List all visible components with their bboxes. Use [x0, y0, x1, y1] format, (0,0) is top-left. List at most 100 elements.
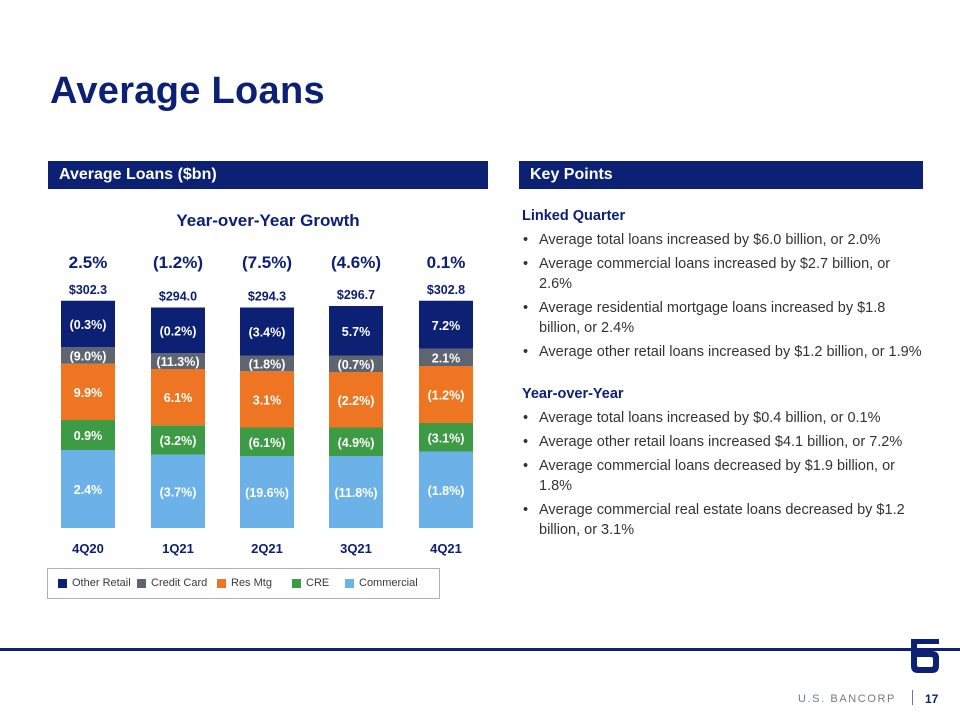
- bar-segment-commercial: [329, 456, 383, 528]
- yoy-growth-label: (1.2%): [153, 253, 203, 272]
- usbank-shield-icon: [911, 639, 939, 673]
- list-item: Average total loans increased by $6.0 bi…: [522, 230, 922, 250]
- data-label-res-mtg: (2.2%): [338, 394, 375, 408]
- bar-segment-commercial: [419, 451, 473, 528]
- bar-segment-credit-card: [61, 347, 115, 364]
- footer-divider: [0, 648, 960, 651]
- total-label: $294.0: [159, 290, 197, 304]
- total-label: $302.8: [427, 283, 465, 297]
- chart-legend: Other Retail Credit Card Res Mtg CRE Com…: [47, 568, 440, 599]
- data-label-credit-card: 2.1%: [432, 351, 461, 365]
- linked-quarter-heading: Linked Quarter: [522, 208, 626, 224]
- data-label-commercial: (1.8%): [428, 484, 465, 498]
- x-tick-label: 3Q21: [340, 541, 372, 556]
- data-label-credit-card: (9.0%): [70, 350, 107, 364]
- data-label-cre: 0.9%: [74, 429, 103, 443]
- bar-segment-cre: [61, 420, 115, 450]
- yoy-growth-label: 0.1%: [427, 253, 466, 272]
- bar-segment-commercial: [240, 456, 294, 528]
- data-label-commercial: 2.4%: [74, 483, 103, 497]
- bar-segment-commercial: [61, 450, 115, 528]
- yoy-growth-label: (7.5%): [242, 253, 292, 272]
- data-label-credit-card: (0.7%): [338, 358, 375, 372]
- bar-segment-res-mtg: [329, 372, 383, 428]
- legend-label-res-mtg: Res Mtg: [231, 577, 272, 589]
- list-item: Average other retail loans increased $4.…: [522, 432, 922, 452]
- bar-segment-credit-card: [329, 355, 383, 372]
- bar-segment-cre: [151, 425, 205, 455]
- year-over-year-heading: Year-over-Year: [522, 386, 624, 402]
- legend-swatch-commercial: [345, 578, 354, 588]
- data-label-credit-card: (1.8%): [249, 357, 286, 371]
- legend-item-credit-card: Credit Card: [137, 577, 207, 589]
- page-number: 17: [925, 692, 939, 706]
- bar-segment-credit-card: [240, 355, 294, 372]
- data-label-res-mtg: (1.2%): [428, 389, 465, 403]
- legend-item-res-mtg: Res Mtg: [217, 577, 272, 589]
- bar-segment-cre: [419, 423, 473, 452]
- bar-segment-other-retail: [61, 300, 115, 348]
- total-label: $294.3: [248, 290, 286, 304]
- data-label-other-retail: (0.3%): [70, 318, 107, 332]
- x-tick-label: 1Q21: [162, 541, 194, 556]
- bar-segment-res-mtg: [151, 369, 205, 426]
- data-label-res-mtg: 3.1%: [253, 393, 282, 407]
- bar-segment-res-mtg: [419, 366, 473, 423]
- list-item: Average commercial real estate loans dec…: [522, 500, 922, 540]
- yoy-growth-label: (4.6%): [331, 253, 381, 272]
- total-label: $302.3: [69, 283, 107, 297]
- yoy-growth-label: 2.5%: [69, 253, 108, 272]
- legend-item-other-retail: Other Retail: [58, 577, 131, 589]
- list-item: Average other retail loans increased by …: [522, 342, 922, 362]
- data-label-res-mtg: 6.1%: [164, 391, 193, 405]
- chart-title: Year-over-Year Growth: [176, 211, 359, 230]
- total-label: $296.7: [337, 288, 375, 302]
- legend-label-credit-card: Credit Card: [151, 577, 208, 589]
- bar-segment-cre: [329, 427, 383, 456]
- bar-segment-credit-card: [151, 353, 205, 369]
- data-label-other-retail: 5.7%: [342, 325, 371, 339]
- key-points-header: Key Points: [519, 161, 923, 189]
- list-item: Average total loans increased by $0.4 bi…: [522, 408, 922, 428]
- data-label-cre: (3.1%): [428, 431, 465, 445]
- bar-segment-other-retail: [419, 300, 473, 349]
- list-item: Average residential mortgage loans incre…: [522, 298, 922, 338]
- bar-segment-cre: [240, 427, 294, 456]
- data-label-cre: (3.2%): [160, 434, 197, 448]
- data-label-res-mtg: 9.9%: [74, 386, 103, 400]
- legend-swatch-res-mtg: [217, 578, 226, 588]
- bar-segment-other-retail: [151, 307, 205, 354]
- bar-segment-commercial: [151, 454, 205, 528]
- legend-item-commercial: Commercial: [345, 577, 418, 589]
- year-over-year-list: Average total loans increased by $0.4 bi…: [522, 408, 922, 540]
- key-points-panel: Linked Quarter Average total loans incre…: [522, 206, 922, 544]
- list-item: Average commercial loans decreased by $1…: [522, 456, 922, 496]
- legend-label-other-retail: Other Retail: [72, 577, 131, 589]
- data-label-other-retail: 7.2%: [432, 319, 461, 333]
- bar-segment-credit-card: [419, 348, 473, 366]
- footer-separator: [912, 690, 913, 705]
- bar-segment-other-retail: [240, 307, 294, 356]
- data-label-other-retail: (0.2%): [160, 324, 197, 338]
- legend-swatch-credit-card: [137, 578, 146, 588]
- data-label-commercial: (19.6%): [245, 486, 289, 500]
- legend-swatch-cre: [292, 578, 301, 588]
- data-label-credit-card: (11.3%): [156, 355, 199, 369]
- data-label-other-retail: (3.4%): [249, 326, 286, 340]
- legend-item-cre: CRE: [292, 577, 329, 589]
- bar-segment-other-retail: [329, 306, 383, 356]
- legend-label-cre: CRE: [306, 577, 330, 589]
- x-tick-label: 4Q21: [430, 541, 462, 556]
- brand-name: U.S. BANCORP: [797, 693, 896, 705]
- x-tick-label: 2Q21: [251, 541, 283, 556]
- list-item: Average commercial loans increased by $2…: [522, 254, 922, 294]
- legend-label-commercial: Commercial: [359, 577, 418, 589]
- data-label-commercial: (11.8%): [334, 486, 377, 500]
- chart-header: Average Loans ($bn): [48, 161, 488, 189]
- legend-swatch-other-retail: [58, 578, 67, 588]
- bar-segment-res-mtg: [61, 363, 115, 420]
- linked-quarter-list: Average total loans increased by $6.0 bi…: [522, 230, 922, 362]
- x-tick-label: 4Q20: [72, 541, 104, 556]
- data-label-cre: (6.1%): [249, 436, 286, 450]
